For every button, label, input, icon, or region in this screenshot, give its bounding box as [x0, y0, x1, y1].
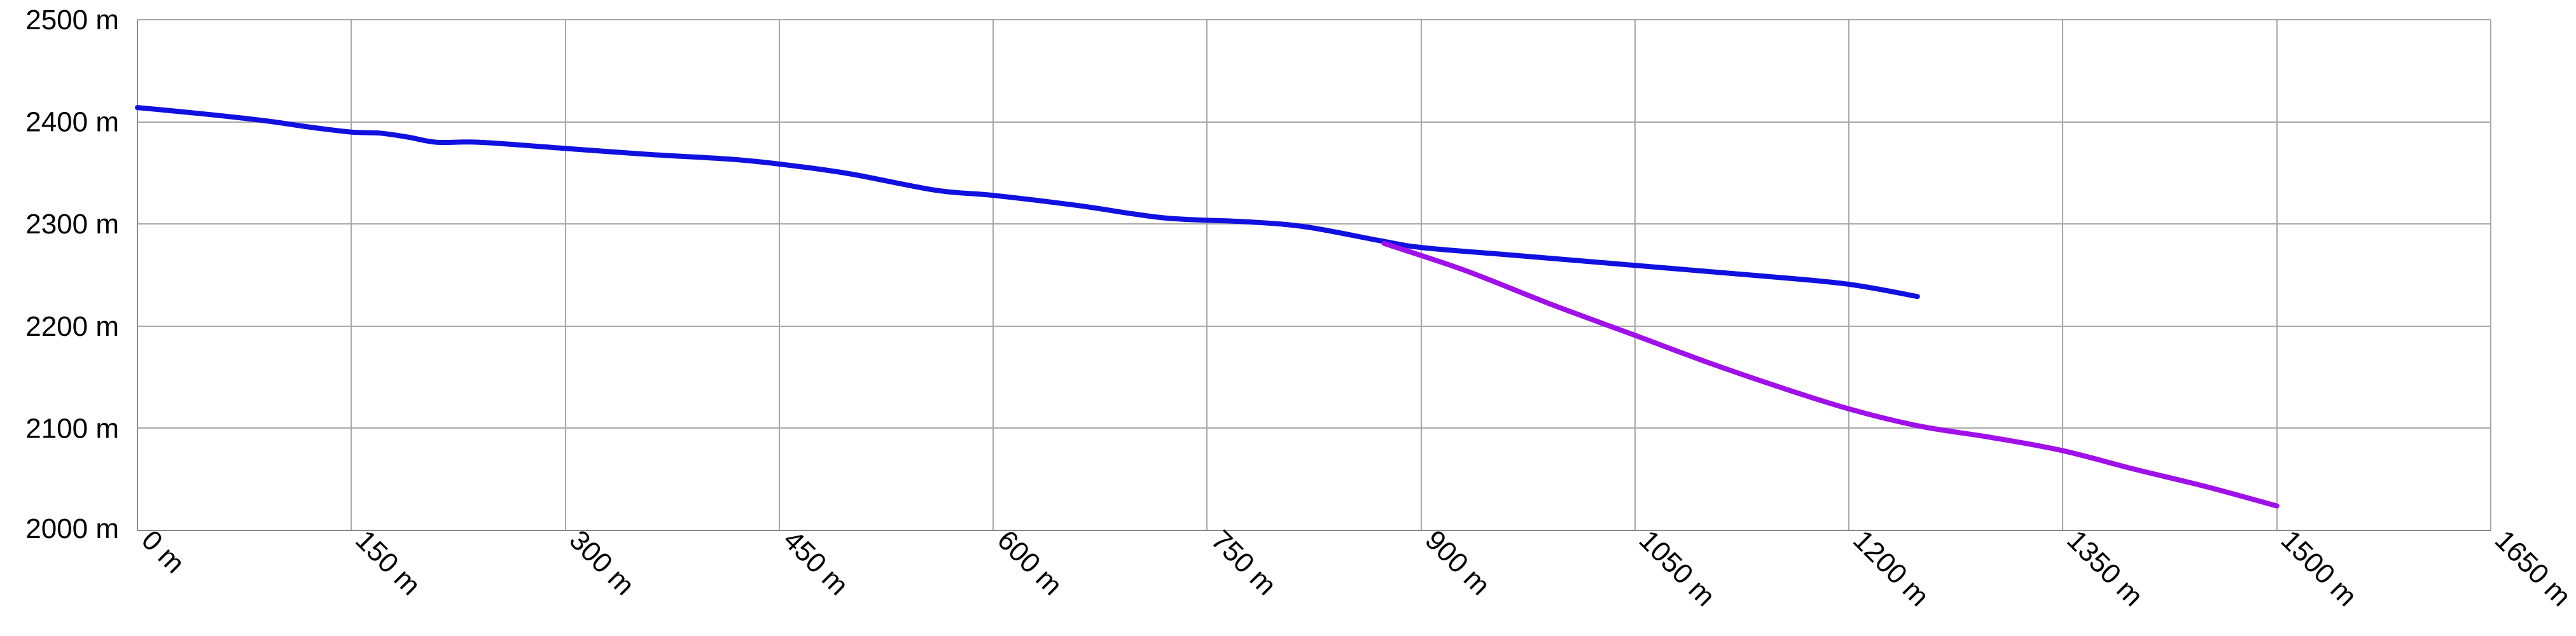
- y-tick-label: 2400 m: [25, 107, 119, 138]
- y-tick-label: 2300 m: [25, 209, 119, 240]
- y-axis-tick-labels: 2500 m 2400 m 2300 m 2200 m 2100 m 2000 m: [25, 4, 119, 544]
- plot-frame: [137, 20, 2491, 531]
- y-tick-label: 2100 m: [25, 413, 119, 444]
- y-tick-label: 2500 m: [25, 4, 119, 36]
- series-lines: [135, 105, 2280, 509]
- y-tick-label: 2200 m: [25, 311, 119, 342]
- y-tick-label: 2000 m: [25, 513, 119, 544]
- series-line-1: [135, 105, 1920, 300]
- series-line-2: [1381, 240, 2280, 509]
